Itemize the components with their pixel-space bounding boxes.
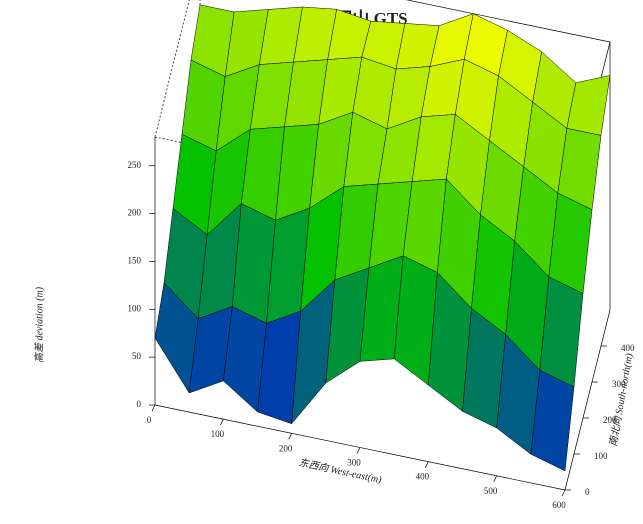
x-tick-label: 400 (416, 472, 430, 482)
x-tick-label: 600 (552, 500, 566, 510)
x-tick (151, 404, 156, 412)
x-tick (356, 447, 361, 454)
x-tick (425, 461, 429, 468)
x-axis-label: 东西向 West-east(m) (298, 457, 384, 486)
y-tick-label: 400 (621, 343, 635, 353)
box-edge (154, 0, 190, 138)
y-tick-label: 200 (603, 415, 617, 425)
z-tick-label: 50 (132, 351, 142, 361)
x-tick (288, 433, 292, 440)
surface-cell (530, 369, 575, 472)
x-tick-label: 300 (347, 458, 361, 468)
x-tick (561, 489, 566, 497)
box-edge (405, 0, 611, 43)
x-tick-label: 100 (211, 429, 225, 439)
y-tick-label: 100 (594, 451, 608, 461)
y-tick-label: 300 (612, 379, 626, 389)
x-tick (220, 419, 224, 426)
x-tick-label: 0 (147, 415, 152, 425)
y-tick-label: 0 (585, 487, 590, 497)
y-axis-label: 南北向 South-north(m) (607, 352, 635, 447)
y-axis (564, 309, 611, 491)
x-tick-label: 500 (484, 486, 498, 496)
x-tick (493, 475, 497, 482)
z-axis-label: 高差 deviation (m) (33, 286, 45, 363)
z-tick-label: 250 (128, 160, 142, 170)
z-tick-label: 100 (128, 303, 142, 313)
z-tick-label: 0 (137, 399, 142, 409)
z-tick-label: 150 (128, 255, 142, 265)
z-tick-label: 200 (128, 208, 142, 218)
x-tick-label: 200 (279, 443, 293, 453)
